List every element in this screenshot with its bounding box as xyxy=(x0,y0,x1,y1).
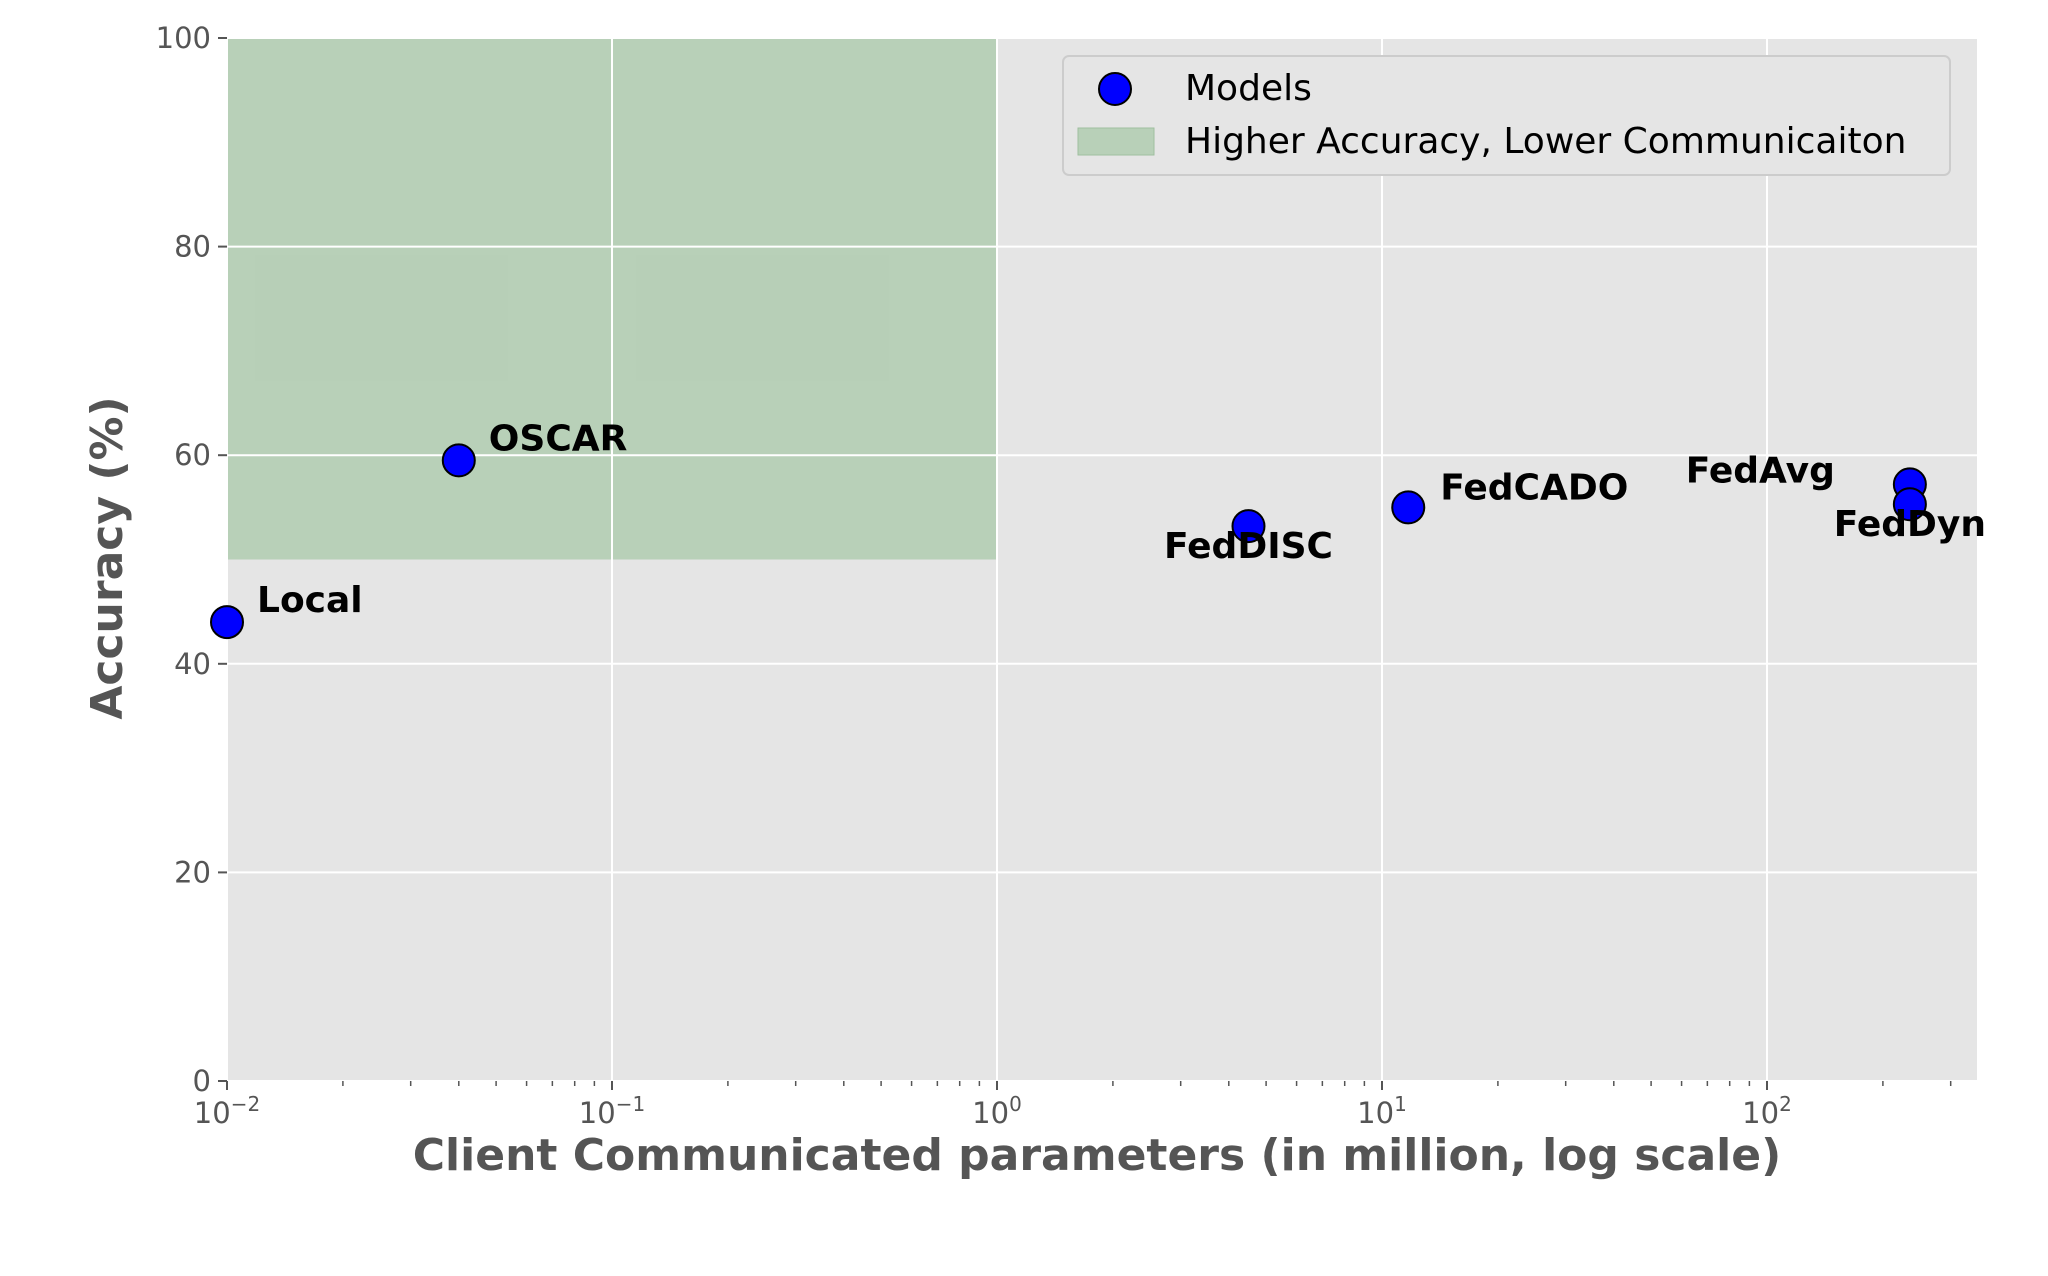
x-tick-label: 102 xyxy=(1742,1092,1792,1130)
legend-marker-models xyxy=(1098,72,1132,106)
x-axis-title: Client Communicated parameters (in milli… xyxy=(413,1130,1781,1181)
legend-swatch-region xyxy=(1077,127,1155,156)
data-point xyxy=(1892,487,1927,522)
y-tick-label: 0 xyxy=(193,1064,211,1098)
data-point xyxy=(1231,509,1266,544)
data-point xyxy=(441,443,476,478)
point-label: FedAvg xyxy=(1686,450,1835,491)
point-label: FedCADO xyxy=(1440,467,1628,508)
point-label: FedDISC xyxy=(1164,526,1333,567)
legend-label-models: Models xyxy=(1185,68,1312,109)
legend-label-region: Higher Accuracy, Lower Communicaiton xyxy=(1185,121,1906,162)
point-label: FedDyn xyxy=(1834,504,1986,545)
legend-box xyxy=(1062,55,1951,176)
y-tick-label: 100 xyxy=(156,21,211,55)
x-tick-base: 10 xyxy=(194,1096,231,1130)
x-tick-exponent: −1 xyxy=(616,1092,645,1116)
x-tick-label: 10−2 xyxy=(194,1092,260,1130)
x-tick-label: 10−1 xyxy=(579,1092,645,1130)
point-label: OSCAR xyxy=(489,418,628,459)
x-tick-exponent: 1 xyxy=(1394,1092,1407,1116)
x-tick-label: 100 xyxy=(972,1092,1022,1130)
point-label: Local xyxy=(257,580,363,621)
data-point xyxy=(210,605,244,640)
y-tick-label: 40 xyxy=(174,647,211,681)
y-tick-label: 20 xyxy=(174,855,211,889)
x-tick-base: 10 xyxy=(972,1096,1009,1130)
y-tick-label: 80 xyxy=(174,230,211,264)
x-tick-exponent: 0 xyxy=(1009,1092,1022,1116)
x-tick-base: 10 xyxy=(1357,1096,1394,1130)
x-tick-exponent: −2 xyxy=(231,1092,260,1116)
x-tick-label: 101 xyxy=(1357,1092,1407,1130)
y-axis-title: Accuracy (%) xyxy=(82,396,133,719)
x-tick-exponent: 2 xyxy=(1779,1092,1792,1116)
data-point xyxy=(1391,490,1426,525)
x-tick-base: 10 xyxy=(579,1096,616,1130)
x-tick-base: 10 xyxy=(1742,1096,1779,1130)
y-tick-label: 60 xyxy=(174,438,211,472)
